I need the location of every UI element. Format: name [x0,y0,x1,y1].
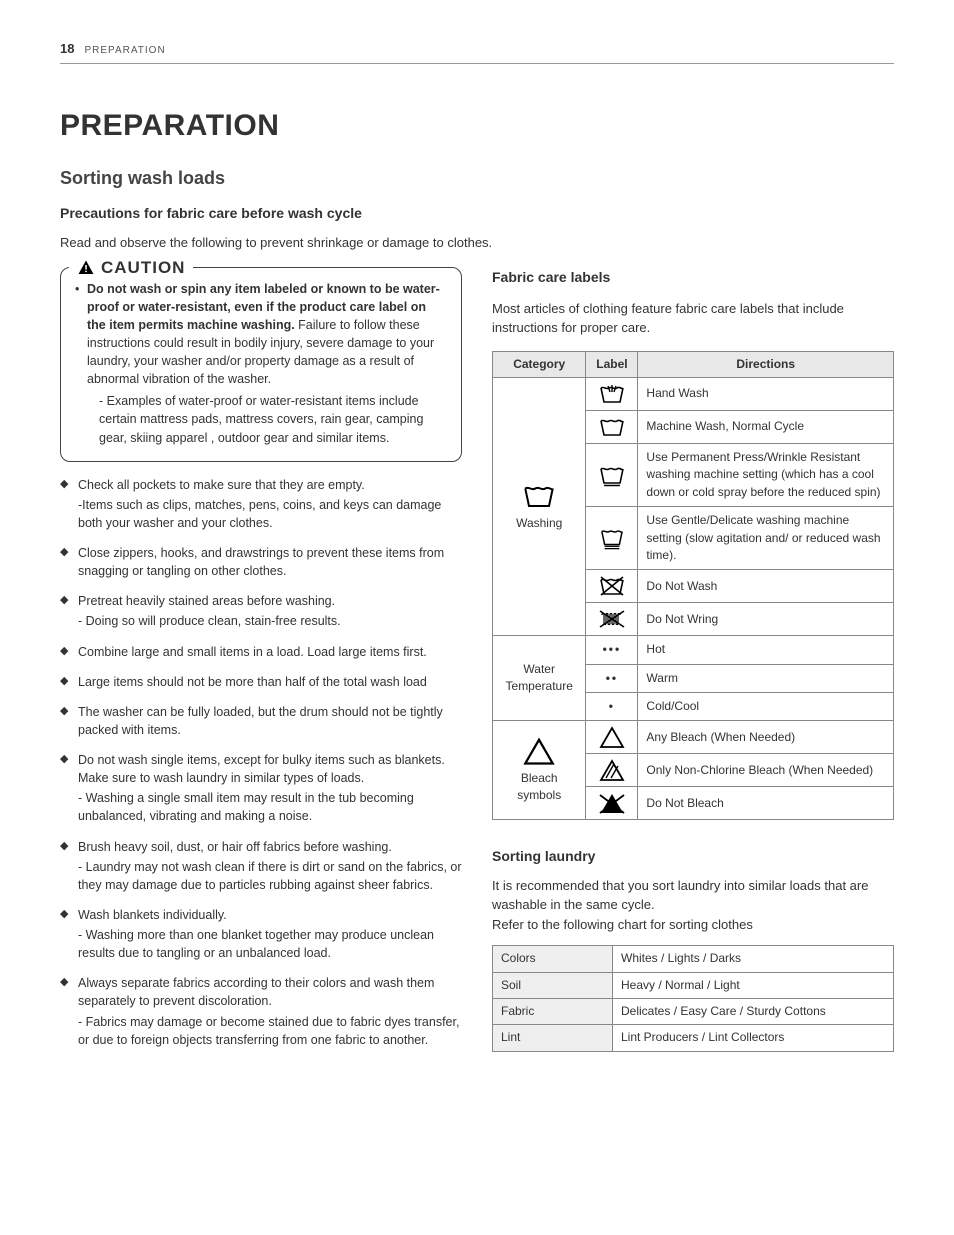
care-direction: Cold/Cool [638,693,894,721]
page-header: 18 PREPARATION [60,40,894,64]
gentle-wash-icon [586,507,638,570]
sorting-table: ColorsWhites / Lights / Darks SoilHeavy … [492,945,894,1052]
care-cat-bleach: Bleach symbols [493,721,586,820]
bullet-item: Wash blankets individually.- Washing mor… [60,906,462,962]
sort-val: Whites / Lights / Darks [613,946,894,972]
fabric-care-title: Fabric care labels [492,267,894,287]
care-cat-washing: Washing [493,377,586,635]
left-column: CAUTION • Do not wash or spin any item l… [60,267,462,1061]
warm-dots-icon: •• [586,664,638,692]
sort-key: Fabric [493,999,613,1025]
care-direction: Do Not Wring [638,603,894,636]
sort-val: Lint Producers / Lint Collectors [613,1025,894,1051]
triangle-icon [521,736,557,766]
header-section-name: PREPARATION [84,44,165,59]
subtitle-sorting-wash-loads: Sorting wash loads [60,165,894,191]
subsubtitle-precautions: Precautions for fabric care before wash … [60,203,894,223]
bullet-item: Pretreat heavily stained areas before wa… [60,592,462,630]
sorting-intro-1: It is recommended that you sort laundry … [492,877,894,915]
hand-wash-icon [586,377,638,410]
bullet-item: Always separate fabrics according to the… [60,974,462,1049]
care-direction: Warm [638,664,894,692]
sort-key: Colors [493,946,613,972]
fabric-care-intro: Most articles of clothing feature fabric… [492,300,894,338]
caution-sub: - Examples of water-proof or water-resis… [99,392,447,446]
right-column: Fabric care labels Most articles of clot… [492,267,894,1061]
machine-wash-icon [586,410,638,443]
care-direction: Machine Wash, Normal Cycle [638,410,894,443]
sort-val: Delicates / Easy Care / Sturdy Cottons [613,999,894,1025]
care-direction: Use Gentle/Delicate washing machine sett… [638,507,894,570]
cold-dot-icon: • [586,693,638,721]
care-th-category: Category [493,351,586,377]
care-direction: Any Bleach (When Needed) [638,721,894,754]
page-title: PREPARATION [60,104,894,148]
hot-dots-icon: ••• [586,636,638,664]
care-direction: Hand Wash [638,377,894,410]
care-th-directions: Directions [638,351,894,377]
washtub-icon [521,481,557,511]
do-not-wash-icon [586,570,638,603]
bullet-item: The washer can be fully loaded, but the … [60,703,462,739]
care-direction: Do Not Bleach [638,787,894,820]
caution-title: CAUTION [69,256,193,281]
do-not-wring-icon [586,603,638,636]
sort-key: Soil [493,972,613,998]
caution-box: CAUTION • Do not wash or spin any item l… [60,267,462,462]
sorting-intro-2: Refer to the following chart for sorting… [492,916,894,935]
bullet-item: Do not wash single items, except for bul… [60,751,462,826]
care-direction: Hot [638,636,894,664]
warning-triangle-icon [77,259,95,277]
non-chlorine-bleach-icon [586,754,638,787]
caution-body: • Do not wash or spin any item labeled o… [75,280,447,447]
fabric-care-table: Category Label Directions Washing Hand W… [492,351,894,821]
bullet-item: Close zippers, hooks, and drawstrings to… [60,544,462,580]
bullet-item: Brush heavy soil, dust, or hair off fabr… [60,838,462,894]
precaution-bullets: Check all pockets to make sure that they… [60,476,462,1049]
any-bleach-icon [586,721,638,754]
caution-label: CAUTION [101,256,185,281]
bullet-item: Combine large and small items in a load.… [60,643,462,661]
sort-val: Heavy / Normal / Light [613,972,894,998]
precautions-intro: Read and observe the following to preven… [60,234,894,253]
do-not-bleach-icon [586,787,638,820]
perm-press-icon [586,443,638,506]
care-direction: Only Non-Chlorine Bleach (When Needed) [638,754,894,787]
bullet-item: Check all pockets to make sure that they… [60,476,462,532]
care-th-label: Label [586,351,638,377]
care-direction: Use Permanent Press/Wrinkle Resistant wa… [638,443,894,506]
bullet-item: Large items should not be more than half… [60,673,462,691]
care-direction: Do Not Wash [638,570,894,603]
sorting-laundry-title: Sorting laundry [492,846,894,866]
page-number: 18 [60,40,74,59]
sort-key: Lint [493,1025,613,1051]
care-cat-watertemp: Water Temperature [493,636,586,721]
